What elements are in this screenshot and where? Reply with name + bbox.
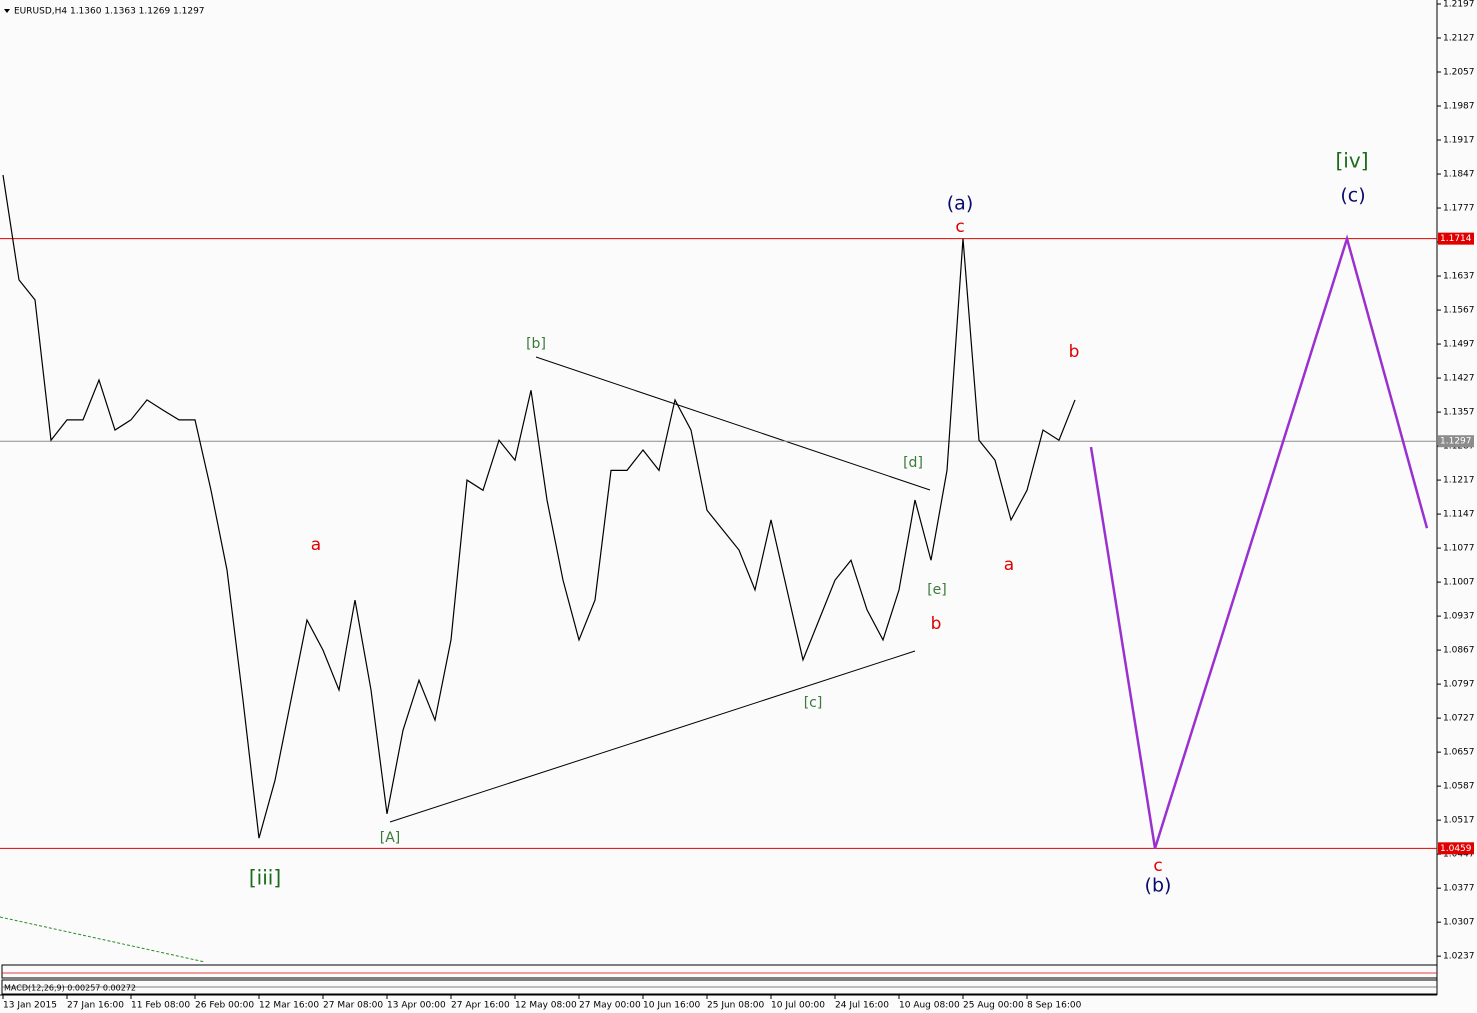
x-tick-label: 10 Aug 08:00 xyxy=(899,1001,960,1011)
wave-label: (a) xyxy=(947,193,973,215)
x-tick-label: 26 Feb 00:00 xyxy=(195,1001,254,1011)
wave-label: b xyxy=(1069,342,1080,362)
wave-label: (c) xyxy=(1340,185,1365,207)
y-tick-label: 1.0657 xyxy=(1443,748,1475,758)
y-tick-label: 1.1777 xyxy=(1443,204,1475,214)
title-arrow xyxy=(4,9,10,13)
x-tick-label: 10 Jul 00:00 xyxy=(771,1001,825,1011)
y-tick-label: 1.0937 xyxy=(1443,612,1475,622)
triangle-line xyxy=(535,356,931,491)
wave-label: [iii] xyxy=(249,866,281,890)
x-tick-label: 13 Apr 00:00 xyxy=(387,1001,446,1011)
indicator-panel xyxy=(1,964,1438,979)
level-label: 1.1714 xyxy=(1440,234,1472,244)
x-tick-label: 25 Aug 00:00 xyxy=(963,1001,1024,1011)
level-label-box xyxy=(1438,435,1474,448)
y-tick-label: 1.0517 xyxy=(1443,816,1475,826)
y-tick-label: 1.1567 xyxy=(1443,306,1475,316)
y-tick-label: 1.0237 xyxy=(1443,952,1475,962)
y-tick-label: 1.2197 xyxy=(1443,0,1475,10)
wave-label: [A] xyxy=(380,830,401,846)
y-tick-label: 1.0727 xyxy=(1443,714,1475,724)
wave-label: [iv] xyxy=(1336,149,1369,173)
wave-label: c xyxy=(1153,856,1162,876)
x-tick-label: 10 Jun 16:00 xyxy=(643,1001,700,1011)
y-tick-label: 1.2127 xyxy=(1443,34,1475,44)
x-tick-label: 27 Jan 16:00 xyxy=(67,1001,124,1011)
y-tick-label: 1.1217 xyxy=(1443,476,1475,486)
x-tick-label: 8 Sep 16:00 xyxy=(1027,1001,1082,1011)
y-tick-label: 1.1847 xyxy=(1443,170,1475,180)
y-tick-label: 1.1357 xyxy=(1443,408,1475,418)
chart-title: EURUSD,H4 1.1360 1.1363 1.1269 1.1297 xyxy=(14,7,205,17)
level-label-box xyxy=(1438,842,1474,855)
x-tick-label: 27 May 00:00 xyxy=(579,1001,641,1011)
x-tick-label: 12 Mar 16:00 xyxy=(259,1001,319,1011)
y-tick-label: 1.1497 xyxy=(1443,340,1475,350)
y-tick-label: 1.0867 xyxy=(1443,646,1475,656)
wave-label: [c] xyxy=(804,695,823,711)
wave-label: c xyxy=(955,217,964,237)
x-tick-label: 24 Jul 16:00 xyxy=(835,1001,889,1011)
y-tick-label: 1.2057 xyxy=(1443,68,1475,78)
x-tick-label: 25 Jun 08:00 xyxy=(707,1001,764,1011)
wave-label: b xyxy=(931,614,942,634)
y-tick-label: 1.1637 xyxy=(1443,272,1475,282)
indicator-label: MACD(12,26,9) 0.00257 0.00272 xyxy=(4,984,136,993)
y-tick-label: 1.0307 xyxy=(1443,918,1475,928)
level-label: 1.1297 xyxy=(1440,437,1472,447)
x-tick-label: 27 Mar 08:00 xyxy=(323,1001,383,1011)
wave-label: a xyxy=(311,535,321,555)
y-tick-label: 1.0377 xyxy=(1443,884,1475,894)
y-tick-label: 1.1147 xyxy=(1443,510,1475,520)
x-tick-label: 13 Jan 2015 xyxy=(3,1001,57,1011)
wave-label: [b] xyxy=(526,336,546,352)
level-label: 1.0459 xyxy=(1440,844,1472,854)
triangle-line xyxy=(389,650,916,823)
x-tick-label: 12 May 08:00 xyxy=(515,1001,577,1011)
wave-label: [e] xyxy=(927,582,947,598)
y-tick-label: 1.1077 xyxy=(1443,544,1475,554)
y-tick-label: 1.1917 xyxy=(1443,136,1475,146)
y-tick-label: 1.0447 xyxy=(1443,850,1475,860)
y-tick-label: 1.1007 xyxy=(1443,578,1475,588)
y-tick-label: 1.1987 xyxy=(1443,102,1475,112)
y-tick-label: 1.1427 xyxy=(1443,374,1475,384)
x-tick-label: 27 Apr 16:00 xyxy=(451,1001,510,1011)
price-line xyxy=(2,174,1076,839)
price-line xyxy=(1089,234,1429,849)
level-label-box xyxy=(1438,232,1474,245)
wave-label: [d] xyxy=(903,455,923,471)
y-tick-label: 1.0797 xyxy=(1443,680,1475,690)
wave-label: (b) xyxy=(1145,875,1172,897)
wave-label: a xyxy=(1004,555,1014,575)
y-tick-label: 1.0587 xyxy=(1443,782,1475,792)
x-tick-label: 11 Feb 08:00 xyxy=(131,1001,190,1011)
